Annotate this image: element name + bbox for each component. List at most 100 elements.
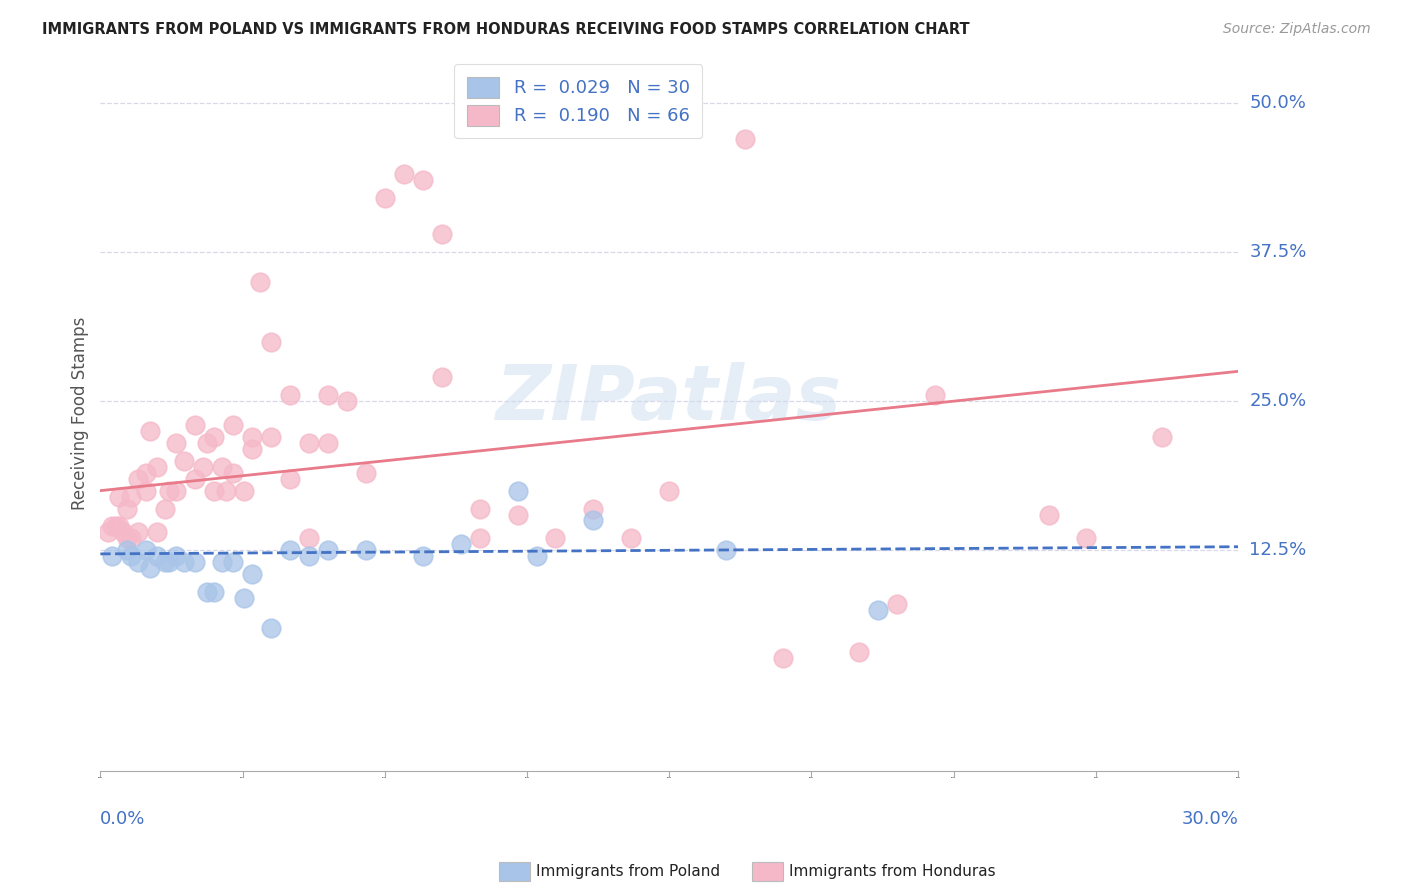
Point	[582, 514, 605, 528]
Point	[173, 454, 195, 468]
Point	[374, 191, 396, 205]
Point	[127, 525, 149, 540]
Point	[430, 227, 453, 241]
Point	[506, 508, 529, 522]
Point	[620, 532, 643, 546]
Point	[298, 532, 321, 546]
Point	[240, 567, 263, 582]
Point	[211, 555, 233, 569]
Text: 30.0%: 30.0%	[1181, 810, 1239, 828]
Point	[233, 591, 256, 605]
Point	[260, 430, 283, 444]
Point	[526, 549, 548, 564]
Point	[214, 483, 236, 498]
Point	[430, 370, 453, 384]
Point	[104, 519, 127, 533]
Point	[195, 436, 218, 450]
Text: Immigrants from Poland: Immigrants from Poland	[536, 864, 720, 879]
Point	[336, 394, 359, 409]
Point	[316, 388, 339, 402]
Point	[924, 388, 946, 402]
Point	[260, 621, 283, 635]
Point	[298, 436, 321, 450]
Point	[202, 585, 225, 599]
Point	[165, 483, 187, 498]
Point	[772, 650, 794, 665]
Point	[658, 483, 681, 498]
Point	[734, 131, 756, 145]
Point	[354, 543, 377, 558]
Point	[120, 549, 142, 564]
Point	[240, 430, 263, 444]
Point	[120, 490, 142, 504]
Point	[222, 555, 245, 569]
Point	[165, 549, 187, 564]
Point	[108, 490, 131, 504]
Point	[146, 459, 169, 474]
Point	[222, 417, 245, 432]
Point	[135, 483, 157, 498]
Legend: R =  0.029   N = 30, R =  0.190   N = 66: R = 0.029 N = 30, R = 0.190 N = 66	[454, 64, 703, 138]
Point	[191, 459, 214, 474]
Text: Source: ZipAtlas.com: Source: ZipAtlas.com	[1223, 22, 1371, 37]
Y-axis label: Receiving Food Stamps: Receiving Food Stamps	[72, 317, 89, 510]
Point	[249, 275, 271, 289]
Text: 0.0%: 0.0%	[100, 810, 146, 828]
Point	[100, 549, 122, 564]
Point	[1038, 508, 1060, 522]
Point	[222, 466, 245, 480]
Point	[260, 334, 283, 349]
Point	[240, 442, 263, 456]
Point	[120, 532, 142, 546]
Point	[165, 436, 187, 450]
Point	[112, 525, 135, 540]
Text: IMMIGRANTS FROM POLAND VS IMMIGRANTS FROM HONDURAS RECEIVING FOOD STAMPS CORRELA: IMMIGRANTS FROM POLAND VS IMMIGRANTS FRO…	[42, 22, 970, 37]
Point	[157, 483, 180, 498]
Point	[412, 173, 434, 187]
Point	[848, 645, 870, 659]
Point	[153, 501, 176, 516]
Point	[468, 532, 491, 546]
Point	[354, 466, 377, 480]
Point	[127, 472, 149, 486]
Point	[115, 543, 138, 558]
Text: 25.0%: 25.0%	[1250, 392, 1306, 410]
Point	[278, 388, 301, 402]
Text: 50.0%: 50.0%	[1250, 94, 1306, 112]
Point	[195, 585, 218, 599]
Point	[97, 525, 120, 540]
Point	[184, 417, 207, 432]
Point	[146, 525, 169, 540]
Text: ZIPatlas: ZIPatlas	[496, 362, 842, 436]
Point	[115, 532, 138, 546]
Point	[115, 501, 138, 516]
Point	[138, 561, 160, 575]
Point	[392, 168, 415, 182]
Point	[298, 549, 321, 564]
Point	[278, 543, 301, 558]
Point	[450, 537, 472, 551]
Point	[211, 459, 233, 474]
Point	[1152, 430, 1174, 444]
Point	[866, 603, 889, 617]
Point	[157, 555, 180, 569]
Point	[506, 483, 529, 498]
Point	[135, 543, 157, 558]
Point	[316, 436, 339, 450]
Point	[202, 483, 225, 498]
Point	[108, 519, 131, 533]
Point	[184, 472, 207, 486]
Point	[233, 483, 256, 498]
Point	[316, 543, 339, 558]
Point	[202, 430, 225, 444]
Point	[146, 549, 169, 564]
Point	[412, 549, 434, 564]
Point	[544, 532, 567, 546]
Point	[886, 597, 908, 611]
Point	[153, 555, 176, 569]
Point	[714, 543, 737, 558]
Point	[278, 472, 301, 486]
Text: Immigrants from Honduras: Immigrants from Honduras	[789, 864, 995, 879]
Point	[138, 424, 160, 438]
Point	[1076, 532, 1098, 546]
